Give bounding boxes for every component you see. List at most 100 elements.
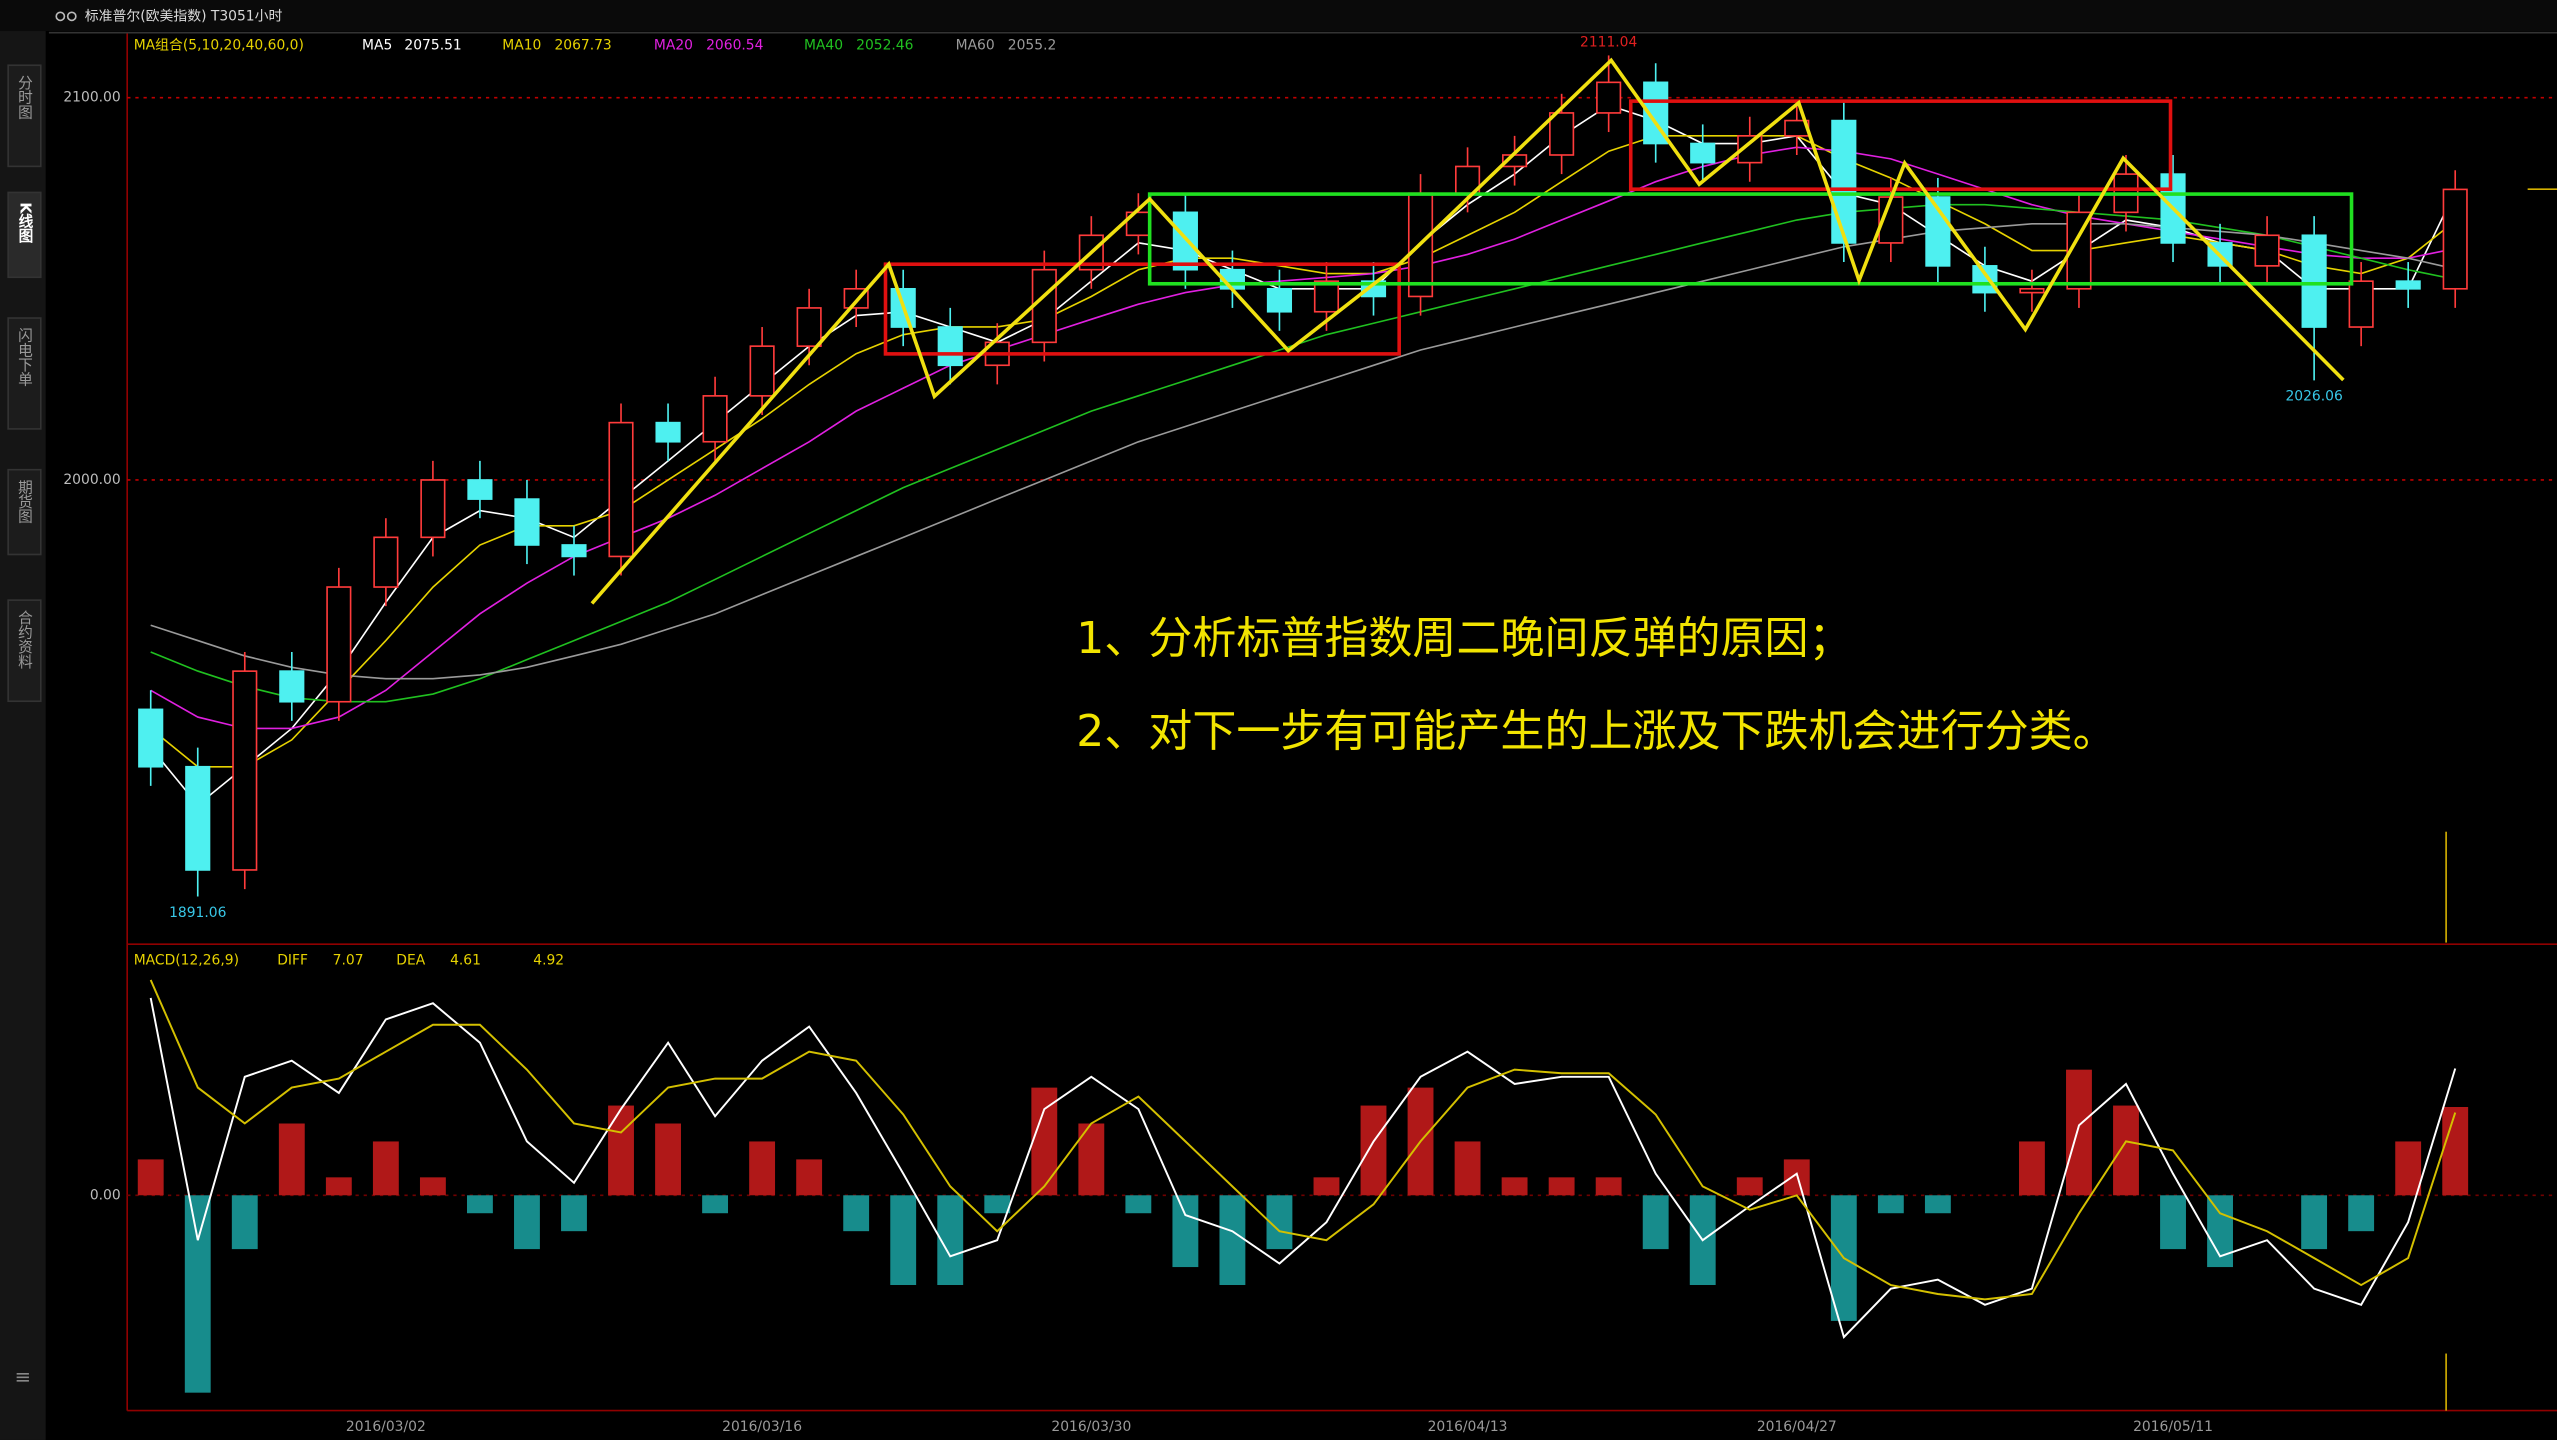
ma-legend: MA5 2075.51 MA10 2067.73 MA20 2060.54 MA40 2052… xyxy=(362,38,1056,54)
macd-bar xyxy=(1783,1159,1810,1196)
macd-bar xyxy=(1031,1087,1058,1196)
legend-value: 2075.51 xyxy=(404,38,461,54)
indicator-title: MACD(12,26,9) xyxy=(134,953,239,969)
tab-label[interactable]: 分时图 xyxy=(16,75,33,119)
x-tick-label: 2016/03/30 xyxy=(1051,1419,1131,1435)
macd-bar xyxy=(702,1195,729,1214)
candle-body xyxy=(1596,81,1622,114)
icon xyxy=(55,11,66,22)
candle-body xyxy=(2348,280,2374,328)
tab[interactable] xyxy=(7,191,42,279)
candle-body xyxy=(937,326,963,367)
legend-value: 2055.2 xyxy=(1008,38,1056,54)
x-tick-label: 2016/04/27 xyxy=(1757,1419,1837,1435)
legend-name: MA10 xyxy=(502,38,541,54)
candle-body xyxy=(467,479,493,500)
macd-bar xyxy=(1501,1177,1528,1196)
legend-name: MA40 xyxy=(804,38,843,54)
candle-body xyxy=(1690,142,1716,164)
macd-bar xyxy=(1313,1177,1340,1196)
candle-body xyxy=(326,586,352,703)
candle-body xyxy=(514,498,540,546)
legend-value: 7.07 xyxy=(333,953,364,969)
macd-bar xyxy=(1125,1195,1152,1214)
tab-label[interactable]: 期货图 xyxy=(16,479,33,523)
legend-name: MA20 xyxy=(654,38,693,54)
y-tick-label: 2000.00 xyxy=(63,472,120,488)
macd-bar xyxy=(1172,1195,1199,1268)
x-tick-label: 2016/03/16 xyxy=(722,1419,802,1435)
legend-value: 2060.54 xyxy=(706,38,763,54)
macd-bar xyxy=(466,1195,493,1214)
candle-body xyxy=(138,708,164,768)
macd-bar xyxy=(1736,1177,1763,1196)
macd-bar xyxy=(561,1195,587,1232)
legend-value: 2067.73 xyxy=(554,38,611,54)
tab-label[interactable]: 闪电下单 xyxy=(16,328,33,387)
candle-body xyxy=(2254,234,2280,267)
y-tick-label: 0.00 xyxy=(90,1187,121,1203)
macd-bar xyxy=(419,1177,446,1196)
menu-icon[interactable]: ≡ xyxy=(15,1366,31,1389)
candle-body xyxy=(1313,280,1340,313)
candle-body xyxy=(420,479,446,539)
macd-bar xyxy=(372,1141,399,1196)
tab[interactable] xyxy=(7,317,42,430)
macd-bar xyxy=(984,1195,1011,1214)
candle-body xyxy=(655,421,681,443)
candle-body xyxy=(279,670,305,703)
macd-line xyxy=(149,997,2457,1339)
candle-body xyxy=(1172,211,1198,271)
range-box xyxy=(883,262,1401,356)
icon xyxy=(66,11,77,22)
macd-bar xyxy=(137,1159,164,1196)
candle-body xyxy=(608,421,634,558)
legend-name: MA60 xyxy=(956,38,995,54)
macd-bar xyxy=(1877,1195,1904,1214)
low-label: 2026.06 xyxy=(2285,389,2342,405)
macd-bar xyxy=(796,1159,823,1196)
candle-body xyxy=(2066,211,2092,290)
macd-bar xyxy=(1454,1141,1481,1196)
candle-body xyxy=(1737,135,1763,164)
macd-bar xyxy=(231,1195,258,1250)
macd-bar xyxy=(2019,1141,2045,1196)
marks xyxy=(137,55,2469,1393)
candle-body xyxy=(1972,265,1998,294)
tab[interactable] xyxy=(7,599,42,703)
legend-value: 4.92 xyxy=(533,953,564,969)
macd-line xyxy=(149,979,2457,1301)
macd-bar xyxy=(749,1141,776,1196)
candle-body xyxy=(1031,268,1057,344)
candle-body xyxy=(796,307,822,347)
tab-label[interactable]: 合约资料 xyxy=(16,610,33,669)
candle-body xyxy=(1831,119,1857,244)
candle-body xyxy=(749,345,775,397)
tab[interactable] xyxy=(7,64,42,168)
macd-bar xyxy=(2442,1106,2469,1196)
macd-bar xyxy=(1924,1195,1951,1214)
tab-label[interactable]: K线图 xyxy=(16,202,33,244)
candle-body xyxy=(373,536,399,588)
macd-bar xyxy=(184,1195,211,1393)
candle-body xyxy=(2442,188,2468,290)
low-label: 1891.06 xyxy=(169,905,226,921)
macd-bar xyxy=(1642,1195,1669,1250)
range-box xyxy=(1147,192,2354,286)
legend-name: DEA xyxy=(396,953,425,969)
macd-bar xyxy=(1548,1177,1575,1196)
annotation-shapes xyxy=(590,57,2354,605)
macd-bar xyxy=(278,1123,305,1196)
macd-bar xyxy=(2395,1141,2422,1196)
candle-body xyxy=(2395,280,2421,290)
candle-body xyxy=(232,670,258,871)
annotation-text: 2、对下一步有可能产生的上涨及下跌机会进行分类。 xyxy=(1076,706,2116,757)
x-tick-label: 2016/03/02 xyxy=(346,1419,426,1435)
tab[interactable] xyxy=(7,468,42,556)
high-label: 2111.04 xyxy=(1580,34,1637,50)
candle-body xyxy=(561,544,587,558)
macd-bar xyxy=(843,1195,870,1232)
macd-bar xyxy=(655,1123,681,1196)
